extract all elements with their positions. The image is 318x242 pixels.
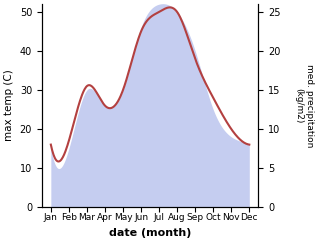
Y-axis label: med. precipitation
(kg/m2): med. precipitation (kg/m2): [294, 64, 314, 147]
Y-axis label: max temp (C): max temp (C): [4, 70, 14, 142]
X-axis label: date (month): date (month): [109, 228, 191, 238]
